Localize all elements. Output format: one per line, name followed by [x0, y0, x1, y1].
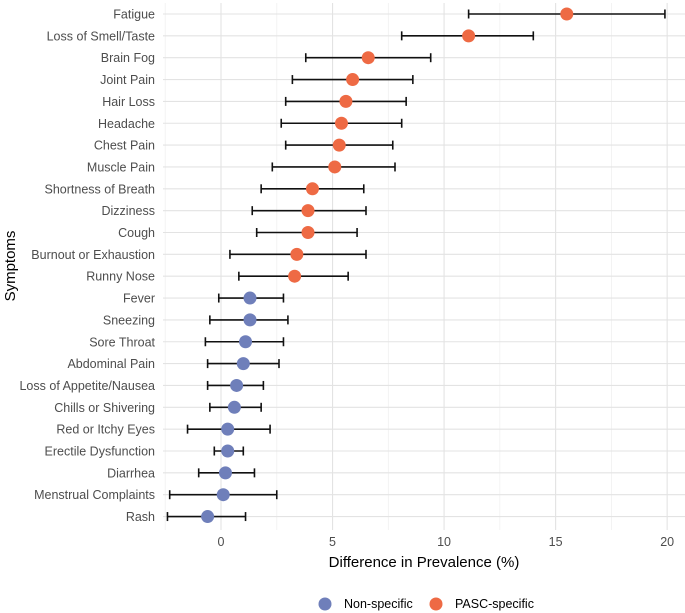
y-tick-label: Menstrual Complaints	[34, 488, 155, 502]
data-point	[462, 29, 476, 43]
data-point	[361, 51, 375, 65]
data-point	[346, 73, 360, 87]
y-tick-label: Shortness of Breath	[45, 182, 156, 196]
y-tick-label: Loss of Appetite/Nausea	[19, 379, 155, 393]
y-tick-label: Erectile Dysfunction	[45, 445, 156, 459]
data-point	[334, 116, 348, 130]
data-point	[230, 378, 244, 392]
y-tick-label: Sneezing	[103, 313, 155, 327]
y-tick-label: Rash	[126, 510, 155, 524]
y-tick-label: Chest Pain	[94, 139, 155, 153]
y-tick-label: Fatigue	[113, 8, 155, 22]
y-tick-label: Diarrhea	[107, 466, 155, 480]
data-point	[339, 94, 353, 108]
x-tick-labels: 0 5 10 15 20	[218, 535, 675, 549]
data-point	[288, 269, 302, 283]
data-point	[301, 226, 315, 239]
y-tick-label: Joint Pain	[100, 73, 155, 87]
data-point	[218, 466, 232, 480]
y-tick-label: Runny Nose	[86, 270, 155, 284]
x-tick-label: 0	[218, 535, 225, 549]
y-tick-label: Brain Fog	[101, 51, 155, 65]
data-point	[201, 510, 215, 524]
y-tick-label: Muscle Pain	[87, 160, 155, 174]
y-tick-labels: Fatigue Loss of Smell/Taste Brain Fog Joint…	[19, 8, 155, 525]
y-tick-label: Red or Itchy Eyes	[56, 423, 155, 437]
data-point	[221, 444, 235, 458]
x-tick-label: 5	[329, 535, 336, 549]
legend-label-pasc-specific: PASC-specific	[455, 597, 534, 611]
data-point	[243, 291, 257, 305]
x-axis-title: Difference in Prevalence (%)	[329, 554, 520, 571]
data-point	[328, 160, 342, 174]
data-point	[221, 422, 235, 436]
x-tick-label: 15	[549, 535, 563, 549]
y-axis-title: Symptoms	[2, 231, 19, 302]
legend-key-non-specific	[318, 597, 332, 611]
legend: Non-specific PASC-specific	[318, 597, 534, 611]
y-tick-label: Abdominal Pain	[67, 357, 155, 371]
data-point	[332, 138, 346, 152]
data-point	[301, 204, 315, 218]
y-tick-label: Sore Throat	[89, 335, 155, 349]
y-tick-label: Chills or Shivering	[54, 401, 155, 415]
legend-label-non-specific: Non-specific	[344, 597, 413, 611]
y-tick-label: Headache	[98, 117, 155, 131]
y-tick-label: Cough	[118, 226, 155, 240]
data-point	[305, 182, 319, 196]
y-tick-label: Fever	[123, 292, 155, 306]
y-tick-label: Hair Loss	[102, 95, 155, 109]
data-point	[227, 400, 241, 414]
data-point	[236, 357, 250, 371]
data-point	[290, 247, 304, 261]
data-point	[216, 488, 230, 502]
grid-lines	[163, 3, 685, 530]
x-tick-label: 20	[660, 535, 674, 549]
x-tick-label: 10	[437, 535, 451, 549]
y-tick-label: Loss of Smell/Taste	[47, 29, 155, 43]
y-tick-label: Dizziness	[102, 204, 156, 218]
data-point	[243, 313, 257, 327]
data-marks	[166, 7, 666, 524]
data-point	[560, 7, 574, 21]
legend-key-pasc-specific	[429, 597, 443, 611]
data-point	[239, 335, 253, 349]
y-tick-label: Burnout or Exhaustion	[31, 248, 155, 262]
panel-background	[163, 3, 685, 530]
